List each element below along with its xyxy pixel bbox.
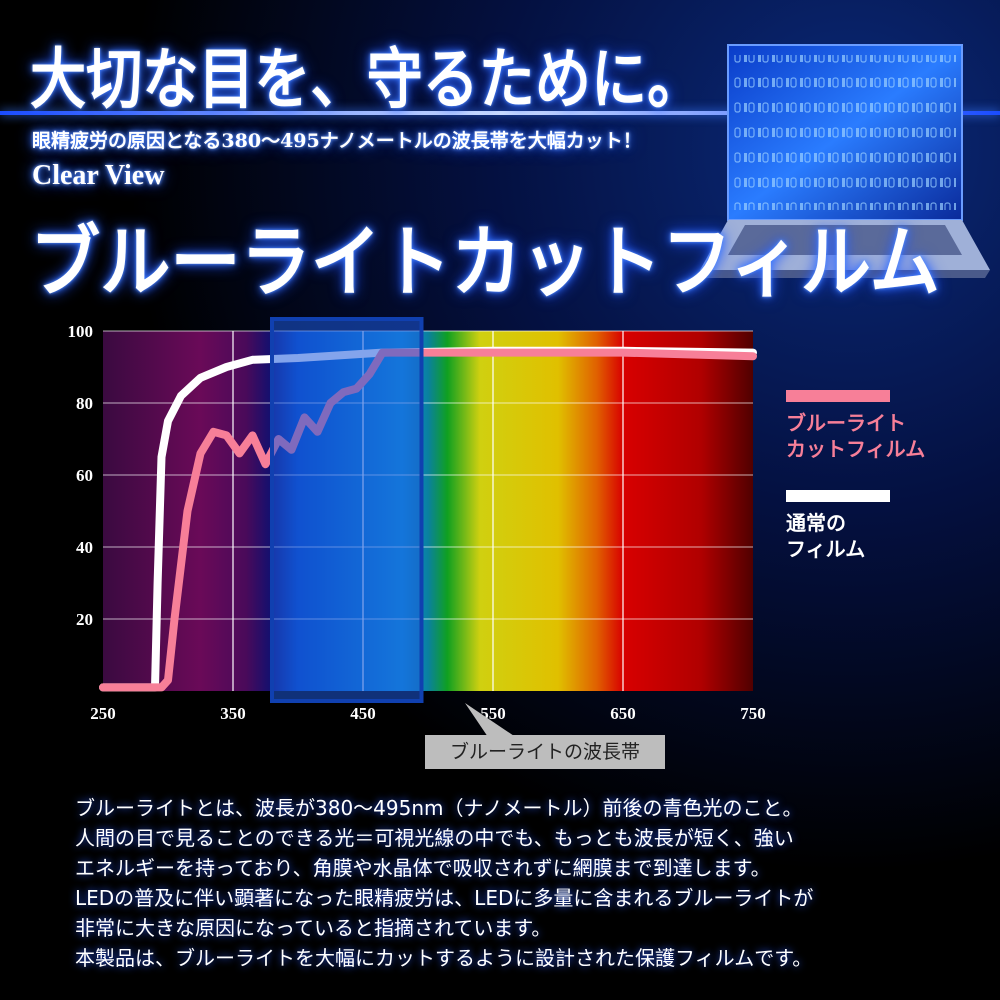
chart-legend: ブルーライト カットフィルム 通常の フィルム xyxy=(786,390,925,562)
legend-line: フィルム xyxy=(786,537,866,561)
y-tick-label: 100 xyxy=(68,322,94,341)
glow-divider xyxy=(0,111,1000,115)
product-title: ブルーライトカットフィルム xyxy=(30,217,940,308)
description-line: ブルーライトとは、波長が380〜495nm（ナノメートル）前後の青色光のこと。 xyxy=(75,796,803,820)
headline: 大切な目を、守るために。 xyxy=(30,40,704,118)
description-line: 非常に大きな原因になっていると指摘されています。 xyxy=(75,916,552,940)
callout-pointer xyxy=(465,703,520,740)
spectrum-background xyxy=(103,331,753,691)
description: ブルーライトとは、波長が380〜495nm（ナノメートル）前後の青色光のこと。 … xyxy=(75,793,813,973)
x-tick-label: 250 xyxy=(90,704,116,723)
x-tick-label: 350 xyxy=(220,704,246,723)
x-tick-label: 650 xyxy=(610,704,636,723)
legend-line: 通常の xyxy=(786,511,846,535)
x-tick-label: 450 xyxy=(350,704,376,723)
description-line: 人間の目で見ることのできる光＝可視光線の中でも、もっとも波長が短く、強い xyxy=(75,826,794,850)
legend-swatch-normal-film xyxy=(786,490,890,502)
description-line: エネルギーを持っており、角膜や水晶体で吸収されずに網膜まで到達します。 xyxy=(75,856,771,880)
brand-name: Clear View xyxy=(32,160,165,191)
x-tick-label: 750 xyxy=(740,704,766,723)
y-tick-label: 40 xyxy=(76,538,93,557)
y-tick-label: 80 xyxy=(76,394,93,413)
legend-label-normal-film: 通常の フィルム xyxy=(786,510,925,562)
legend-line: ブルーライト xyxy=(786,411,906,435)
description-line: LEDの普及に伴い顕著になった眼精疲労は、LEDに多量に含まれるブルーライトが xyxy=(75,886,814,910)
laptop-illustration xyxy=(700,44,990,278)
legend-swatch-cut-film xyxy=(786,390,890,402)
y-tick-label: 60 xyxy=(76,466,93,485)
blue-light-band-highlight xyxy=(270,317,424,703)
band-callout-label: ブルーライトの波長帯 xyxy=(425,735,665,769)
legend-line: カットフィルム xyxy=(786,437,926,461)
subtitle: 眼精疲労の原因となる380〜495ナノメートルの波長帯を大幅カット！ xyxy=(32,130,642,152)
legend-label-cut-film: ブルーライト カットフィルム xyxy=(786,410,925,462)
y-tick-label: 20 xyxy=(76,610,93,629)
description-line: 本製品は、ブルーライトを大幅にカットするように設計された保護フィルムです。 xyxy=(75,946,813,970)
